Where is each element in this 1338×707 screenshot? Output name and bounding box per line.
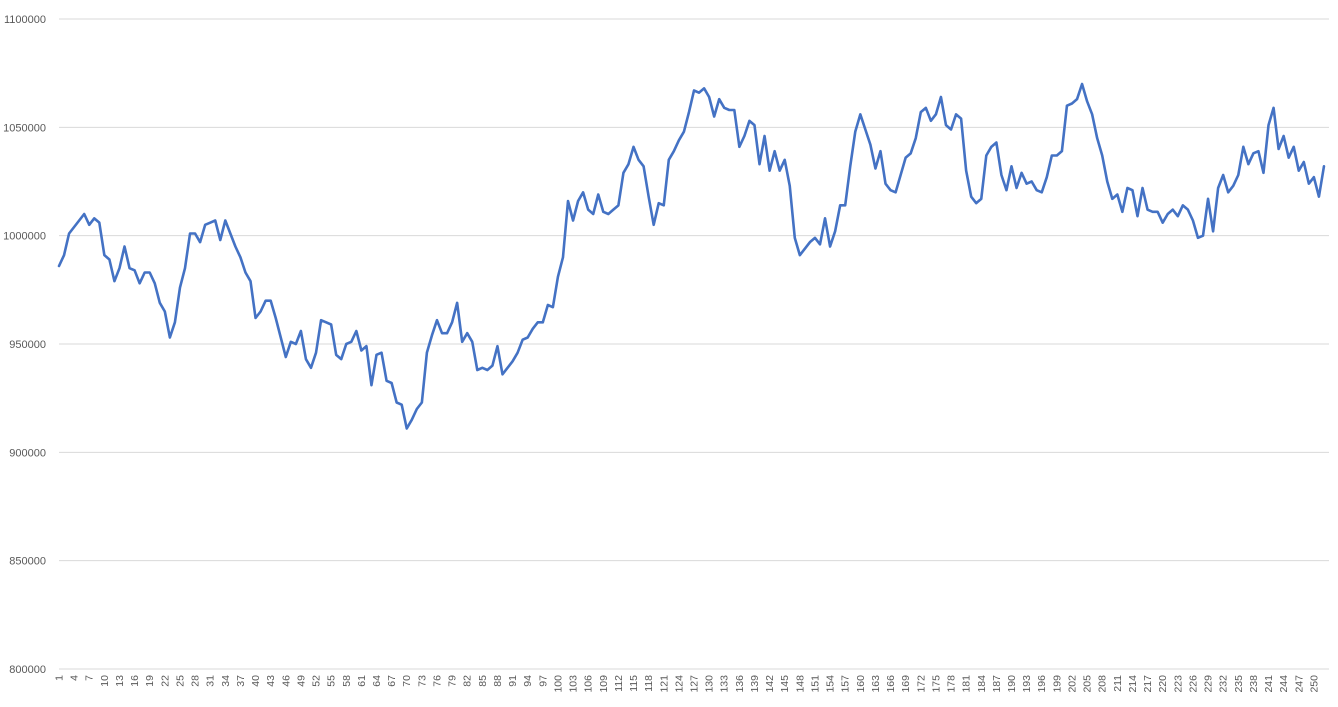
x-tick-label: 163 (870, 675, 882, 693)
x-tick-label: 4 (69, 675, 81, 681)
x-axis-tick-labels: 1 4 7 10 13 16 19 22 25 28 31 34 37 40 43 46 49 52 55 58 61 6… (54, 675, 1321, 693)
x-tick-label: 172 (915, 675, 927, 693)
x-tick-label: 103 (568, 675, 580, 693)
x-tick-label: 244 (1278, 675, 1290, 693)
x-tick-label: 46 (280, 675, 292, 687)
x-tick-label: 25 (174, 675, 186, 687)
x-tick-label: 136 (734, 675, 746, 693)
x-tick-label: 67 (386, 675, 398, 687)
x-tick-label: 190 (1006, 675, 1018, 693)
x-tick-label: 64 (371, 675, 383, 687)
x-tick-label: 175 (930, 675, 942, 693)
x-tick-label: 85 (477, 675, 489, 687)
x-tick-label: 229 (1203, 675, 1215, 693)
x-tick-label: 100 (552, 675, 564, 693)
y-tick-label: 950000 (9, 339, 46, 351)
x-tick-label: 49 (295, 675, 307, 687)
x-tick-label: 97 (537, 675, 549, 687)
x-tick-label: 58 (341, 675, 353, 687)
x-tick-label: 73 (416, 675, 428, 687)
x-tick-label: 166 (885, 675, 897, 693)
y-tick-label: 900000 (9, 447, 46, 459)
x-tick-label: 7 (84, 675, 96, 681)
x-tick-label: 121 (658, 675, 670, 693)
x-tick-label: 37 (235, 675, 247, 687)
x-tick-label: 31 (205, 675, 217, 687)
x-tick-label: 169 (900, 675, 912, 693)
x-tick-label: 1 (54, 675, 66, 681)
gridlines (59, 18, 1329, 670)
x-tick-label: 82 (462, 675, 474, 687)
x-tick-label: 211 (1112, 675, 1124, 692)
x-tick-label: 10 (99, 675, 111, 687)
x-tick-label: 19 (144, 675, 156, 687)
x-tick-label: 118 (643, 675, 655, 692)
x-tick-label: 226 (1187, 675, 1199, 693)
x-tick-label: 40 (250, 675, 262, 687)
x-tick-label: 208 (1097, 675, 1109, 693)
x-tick-label: 238 (1248, 675, 1260, 693)
x-tick-label: 88 (492, 675, 504, 687)
y-tick-label: 1050000 (3, 122, 46, 134)
y-tick-label: 800000 (9, 664, 46, 676)
x-tick-label: 241 (1263, 675, 1275, 693)
x-tick-label: 22 (159, 675, 171, 687)
x-tick-label: 61 (356, 675, 368, 687)
y-axis-tick-labels: 800000 850000 900000 950000 1000000 1050000 11… (3, 14, 46, 676)
y-tick-label: 1000000 (3, 231, 46, 243)
x-tick-label: 223 (1172, 675, 1184, 693)
x-tick-label: 151 (809, 675, 821, 693)
series-layer (57, 82, 1326, 430)
x-tick-label: 109 (598, 675, 610, 693)
x-tick-label: 106 (583, 675, 595, 693)
x-tick-label: 16 (129, 675, 141, 687)
x-tick-label: 154 (825, 675, 837, 693)
x-tick-label: 217 (1142, 675, 1154, 693)
x-tick-label: 220 (1157, 675, 1169, 693)
x-tick-label: 127 (689, 675, 701, 693)
x-tick-label: 250 (1308, 675, 1320, 693)
x-tick-label: 13 (114, 675, 126, 687)
x-tick-label: 112 (613, 675, 625, 692)
x-tick-label: 34 (220, 675, 232, 687)
x-tick-label: 79 (447, 675, 459, 687)
x-tick-label: 205 (1082, 675, 1094, 693)
x-tick-label: 247 (1293, 675, 1305, 693)
x-tick-label: 52 (311, 675, 323, 687)
x-tick-label: 178 (946, 675, 958, 693)
x-tick-label: 214 (1127, 675, 1139, 693)
x-tick-label: 181 (961, 675, 973, 693)
y-tick-label: 1100000 (4, 14, 46, 26)
x-tick-label: 139 (749, 675, 761, 693)
x-tick-label: 76 (431, 675, 443, 687)
x-tick-label: 133 (719, 675, 731, 693)
x-tick-label: 235 (1233, 675, 1245, 693)
x-tick-label: 193 (1021, 675, 1033, 693)
y-tick-label: 850000 (9, 556, 46, 568)
x-tick-label: 232 (1218, 675, 1230, 693)
x-tick-label: 196 (1036, 675, 1048, 693)
x-tick-label: 55 (326, 675, 338, 687)
x-tick-label: 115 (628, 675, 640, 692)
x-tick-label: 199 (1051, 675, 1063, 693)
x-tick-label: 124 (673, 675, 685, 693)
x-tick-label: 145 (779, 675, 791, 693)
x-tick-label: 157 (840, 675, 852, 693)
x-tick-label: 91 (507, 675, 519, 687)
x-tick-label: 28 (190, 675, 202, 687)
x-tick-label: 160 (855, 675, 867, 693)
x-tick-label: 202 (1066, 675, 1078, 693)
x-tick-label: 148 (794, 675, 806, 693)
x-tick-label: 142 (764, 675, 776, 693)
x-tick-label: 43 (265, 675, 277, 687)
series-line-1 (57, 82, 1326, 430)
x-tick-label: 187 (991, 675, 1003, 693)
x-tick-label: 130 (704, 675, 716, 693)
x-tick-label: 94 (522, 675, 534, 687)
x-tick-label: 184 (976, 675, 988, 693)
x-tick-label: 70 (401, 675, 413, 687)
